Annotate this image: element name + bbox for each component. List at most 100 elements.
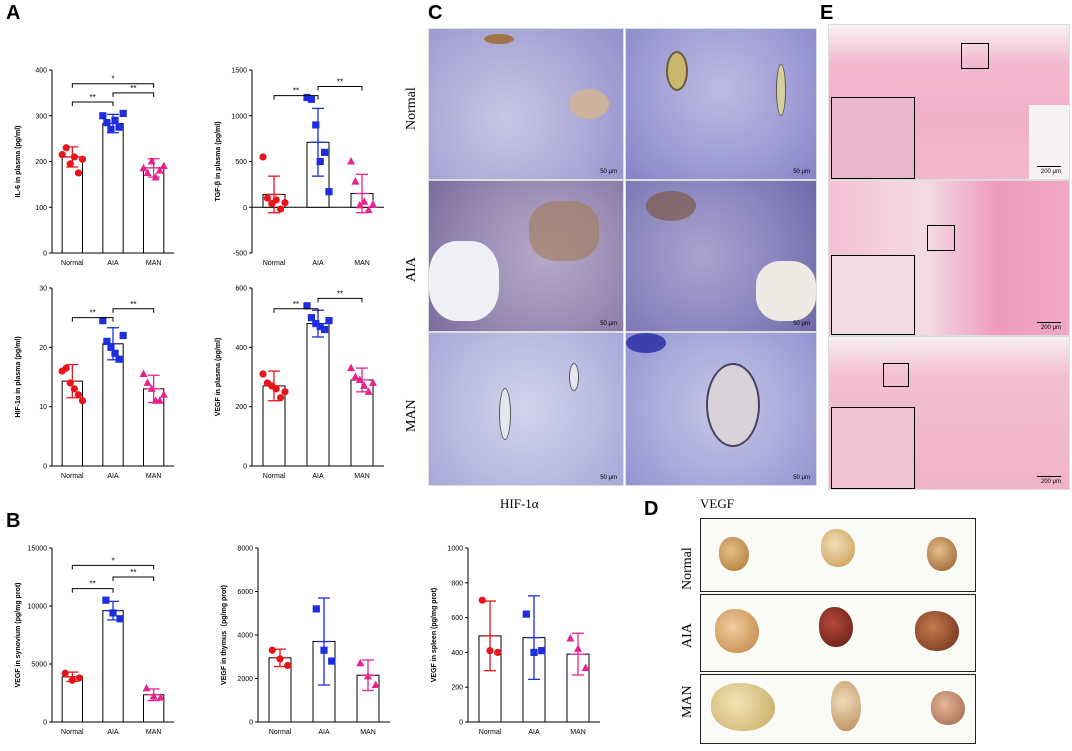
data-point — [522, 610, 530, 618]
data-point — [325, 188, 333, 196]
data-point — [116, 615, 124, 623]
bar — [306, 323, 330, 467]
data-point — [115, 123, 123, 131]
data-point — [78, 397, 87, 405]
micrograph-man-hif: 50 μm — [428, 332, 624, 486]
data-point — [312, 605, 320, 613]
data-point — [272, 385, 280, 393]
data-point — [566, 633, 575, 642]
x-tick-label: MAN — [146, 729, 162, 736]
data-point — [75, 674, 84, 682]
data-point — [355, 375, 364, 383]
sig-bracket — [273, 95, 319, 100]
data-point — [74, 391, 83, 399]
data-point — [307, 314, 315, 322]
sig-bracket — [71, 101, 114, 107]
y-axis-title: HIF-1α in plasma (pg/ml) — [15, 336, 22, 417]
y-tick-label: 0 — [43, 720, 47, 727]
data-point — [119, 109, 127, 118]
y-tick-label: 0 — [459, 720, 463, 727]
y-tick-label: 200 — [235, 404, 247, 411]
data-point — [494, 648, 502, 656]
panel-letter-a: A — [6, 2, 21, 24]
sig-bracket — [71, 564, 155, 570]
data-point — [364, 387, 373, 395]
data-point — [360, 197, 369, 205]
photo-aia — [700, 594, 976, 672]
data-point — [68, 676, 76, 684]
data-point — [369, 200, 377, 208]
data-point — [316, 322, 324, 331]
y-tick-label: 20 — [39, 345, 47, 352]
bar — [102, 123, 124, 254]
y-tick-label: 10000 — [28, 604, 48, 611]
data-point — [111, 349, 119, 357]
x-tick-label: AIA — [528, 729, 540, 736]
data-point — [58, 151, 66, 159]
scale-label: 50 μm — [600, 169, 617, 175]
micrograph-normal-vegf: 50 μm — [625, 28, 817, 180]
x-tick-label: Normal — [61, 260, 84, 267]
y-tick-label: 100 — [35, 205, 47, 212]
photo-man — [700, 674, 976, 744]
data-point — [356, 658, 365, 667]
data-point — [74, 169, 83, 177]
x-tick-label: MAN — [360, 729, 376, 736]
data-point — [272, 196, 280, 204]
data-point — [115, 355, 123, 363]
he-normal: 200 μm — [828, 24, 1070, 180]
data-point — [143, 168, 152, 176]
scale-label: 200 μm — [1040, 325, 1061, 331]
scale-label: 200 μm — [1040, 479, 1061, 485]
data-point — [147, 157, 156, 165]
data-point — [139, 369, 148, 378]
data-point — [321, 148, 329, 156]
zoom-box — [927, 225, 955, 251]
sig-label: ** — [90, 309, 96, 318]
data-point — [66, 160, 74, 168]
y-tick-label: 500 — [235, 159, 247, 166]
data-point — [312, 121, 320, 129]
y-tick-label: 15000 — [28, 546, 48, 553]
data-point — [102, 596, 110, 604]
panel-letter-d: D — [644, 498, 659, 520]
data-point — [61, 669, 69, 677]
data-point — [109, 609, 117, 617]
data-point — [119, 331, 127, 340]
data-point — [320, 646, 328, 654]
y-axis-title: VEGF in thymus（pg/mg prot) — [220, 585, 228, 685]
sig-label: ** — [130, 568, 136, 577]
x-tick-label: AIA — [107, 473, 119, 480]
y-tick-label: 400 — [235, 345, 247, 352]
sig-label: ** — [337, 77, 343, 86]
data-point — [259, 370, 267, 378]
sig-label: * — [111, 556, 114, 565]
sig-bracket — [317, 85, 363, 91]
y-tick-label: 8000 — [237, 546, 253, 553]
panel-letter-b: B — [6, 510, 21, 532]
y-tick-label: 200 — [451, 685, 463, 692]
x-tick-label: Normal — [61, 473, 84, 480]
data-point — [347, 363, 355, 372]
x-tick-label: MAN — [146, 473, 162, 480]
data-point — [103, 337, 111, 345]
data-point — [149, 691, 158, 700]
x-tick-label: MAN — [354, 260, 370, 267]
x-tick-label: MAN — [354, 473, 370, 480]
data-point — [574, 644, 582, 652]
sig-bracket — [71, 317, 114, 322]
chart-il6: 0 100 200 300 400 IL-6 in plasma (pg/ml) Norma… — [0, 62, 200, 282]
he-man: 200 μm — [828, 336, 1070, 490]
y-tick-label: 6000 — [237, 589, 253, 596]
data-point — [143, 378, 152, 386]
sig-label: ** — [293, 300, 299, 309]
data-point — [142, 683, 151, 692]
panel-letter-e: E — [820, 2, 834, 24]
data-point — [281, 199, 289, 207]
sig-bracket — [112, 576, 155, 581]
sig-bracket — [71, 83, 155, 88]
y-tick-label: 2000 — [237, 676, 253, 683]
sig-label: ** — [337, 289, 343, 298]
y-tick-label: 0 — [249, 720, 253, 727]
data-point — [70, 385, 78, 393]
